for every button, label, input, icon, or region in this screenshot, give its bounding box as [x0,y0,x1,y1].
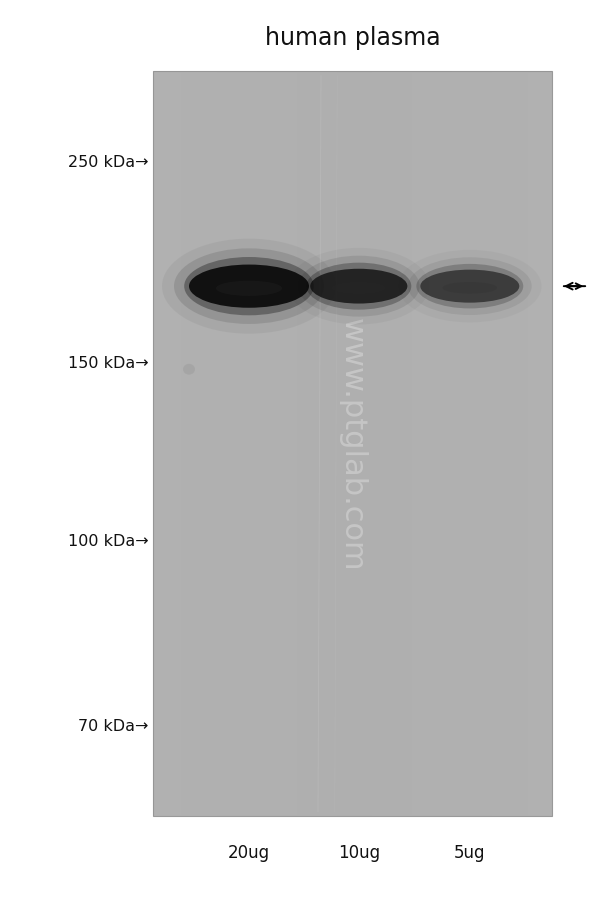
Text: 20ug: 20ug [228,843,270,861]
Ellipse shape [307,263,411,310]
Text: 5ug: 5ug [454,843,485,861]
Ellipse shape [189,265,309,308]
Ellipse shape [420,271,519,303]
Ellipse shape [289,249,429,325]
Ellipse shape [443,282,497,294]
Text: www.ptglab.com: www.ptglab.com [338,318,367,571]
Text: 10ug: 10ug [338,843,380,861]
Text: human plasma: human plasma [265,26,440,50]
Ellipse shape [184,258,314,316]
Ellipse shape [332,282,386,295]
Ellipse shape [174,249,324,325]
Ellipse shape [216,281,282,297]
Text: 70 kDa→: 70 kDa→ [79,719,149,733]
Text: 100 kDa→: 100 kDa→ [68,534,149,548]
Ellipse shape [162,239,336,335]
Text: 150 kDa→: 150 kDa→ [68,355,149,370]
Ellipse shape [183,364,195,375]
Text: 250 kDa→: 250 kDa→ [68,155,149,170]
Ellipse shape [408,258,532,316]
Ellipse shape [298,256,419,318]
Ellipse shape [310,270,407,304]
Bar [153,72,552,816]
Ellipse shape [416,264,523,309]
Ellipse shape [398,251,542,323]
